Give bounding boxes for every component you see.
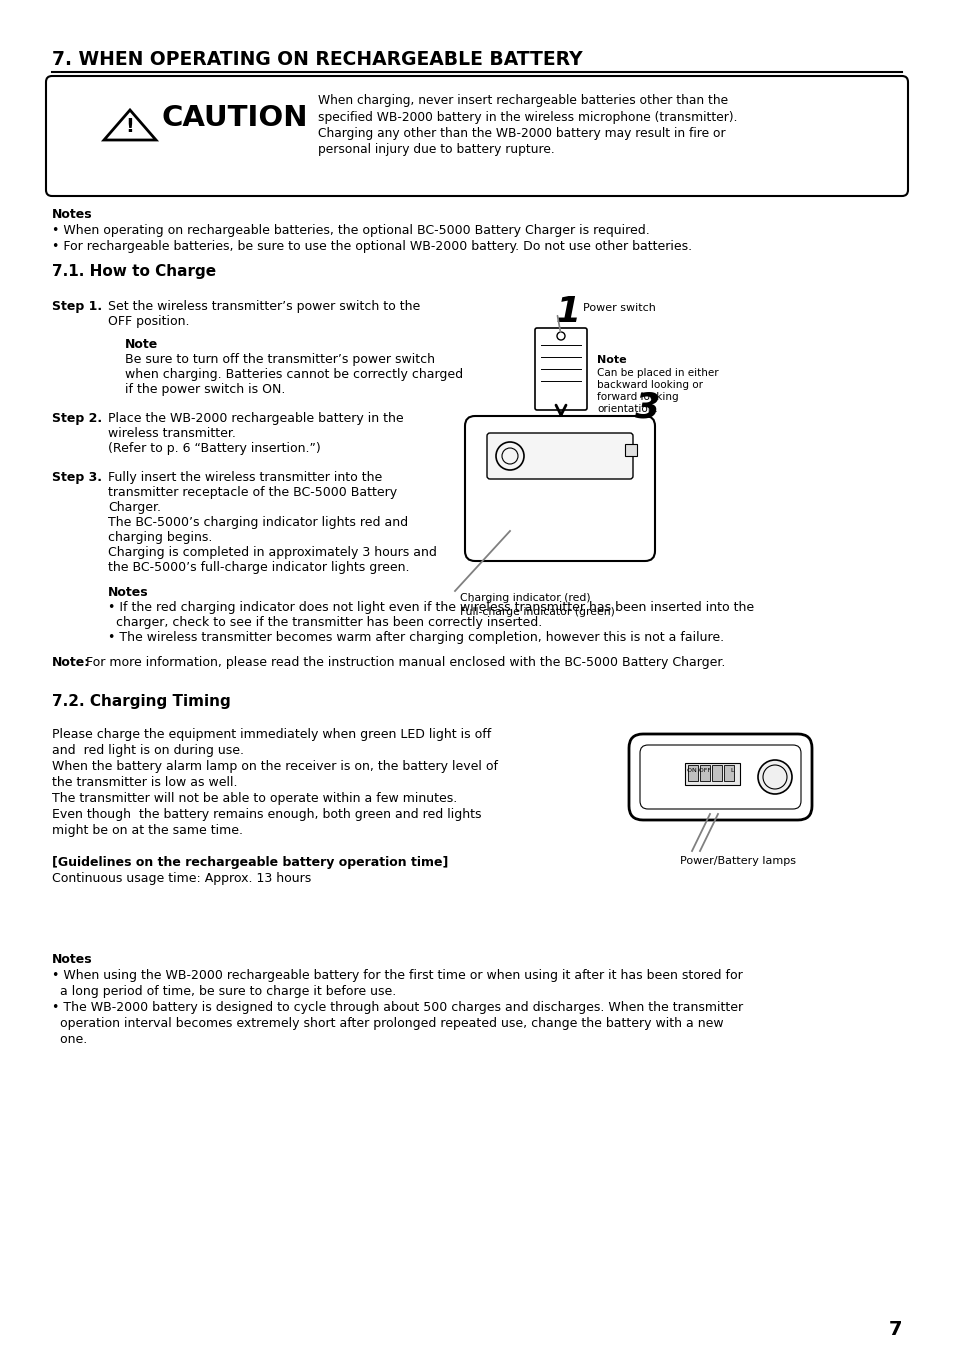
Text: orientation.: orientation. xyxy=(597,404,657,414)
Text: Power switch: Power switch xyxy=(582,303,655,314)
Text: Place the WB-2000 rechargeable battery in the: Place the WB-2000 rechargeable battery i… xyxy=(108,412,403,425)
Text: wireless transmitter.: wireless transmitter. xyxy=(108,427,235,439)
Text: 7.1. How to Charge: 7.1. How to Charge xyxy=(52,264,216,279)
Text: The BC-5000’s charging indicator lights red and: The BC-5000’s charging indicator lights … xyxy=(108,516,408,529)
Text: • For rechargeable batteries, be sure to use the optional WB-2000 battery. Do no: • For rechargeable batteries, be sure to… xyxy=(52,241,691,253)
Text: (Refer to p. 6 “Battery insertion.”): (Refer to p. 6 “Battery insertion.”) xyxy=(108,442,320,456)
Text: When charging, never insert rechargeable batteries other than the: When charging, never insert rechargeable… xyxy=(317,95,727,107)
Text: !: ! xyxy=(126,118,134,137)
Text: charging begins.: charging begins. xyxy=(108,531,213,544)
Text: Power/Battery lamps: Power/Battery lamps xyxy=(679,856,795,867)
Text: Step 3.: Step 3. xyxy=(52,470,102,484)
Text: one.: one. xyxy=(52,1033,87,1046)
Bar xyxy=(684,763,740,786)
Bar xyxy=(624,443,637,456)
Text: forward looking: forward looking xyxy=(597,392,678,402)
Text: Notes: Notes xyxy=(52,953,92,965)
Text: a long period of time, be sure to charge it before use.: a long period of time, be sure to charge… xyxy=(52,986,395,998)
Text: Notes: Notes xyxy=(52,208,92,220)
Text: CAUTION: CAUTION xyxy=(162,104,308,132)
Text: personal injury due to battery rupture.: personal injury due to battery rupture. xyxy=(317,143,554,157)
Text: charger, check to see if the transmitter has been correctly inserted.: charger, check to see if the transmitter… xyxy=(108,617,541,629)
Text: • If the red charging indicator does not light even if the wireless transmitter : • If the red charging indicator does not… xyxy=(108,602,753,614)
Text: Step 2.: Step 2. xyxy=(52,412,102,425)
Text: Please charge the equipment immediately when green LED light is off: Please charge the equipment immediately … xyxy=(52,727,491,741)
Circle shape xyxy=(758,760,791,794)
Text: Be sure to turn off the transmitter’s power switch: Be sure to turn off the transmitter’s po… xyxy=(125,353,435,366)
FancyBboxPatch shape xyxy=(628,734,811,821)
Text: when charging. Batteries cannot be correctly charged: when charging. Batteries cannot be corre… xyxy=(125,368,462,381)
Text: Can be placed in either: Can be placed in either xyxy=(597,368,718,379)
Text: backward looking or: backward looking or xyxy=(597,380,702,389)
Text: Even though  the battery remains enough, both green and red lights: Even though the battery remains enough, … xyxy=(52,808,481,821)
Text: Set the wireless transmitter’s power switch to the: Set the wireless transmitter’s power swi… xyxy=(108,300,420,314)
Text: • When using the WB-2000 rechargeable battery for the first time or when using i: • When using the WB-2000 rechargeable ba… xyxy=(52,969,742,982)
Text: OFF position.: OFF position. xyxy=(108,315,190,329)
Text: 7. WHEN OPERATING ON RECHARGEABLE BATTERY: 7. WHEN OPERATING ON RECHARGEABLE BATTER… xyxy=(52,50,582,69)
Text: and  red light is on during use.: and red light is on during use. xyxy=(52,744,244,757)
FancyBboxPatch shape xyxy=(639,745,801,808)
Text: if the power switch is ON.: if the power switch is ON. xyxy=(125,383,285,396)
Text: When the battery alarm lamp on the receiver is on, the battery level of: When the battery alarm lamp on the recei… xyxy=(52,760,497,773)
Text: ON OFF: ON OFF xyxy=(686,768,710,773)
Text: might be on at the same time.: might be on at the same time. xyxy=(52,823,243,837)
FancyBboxPatch shape xyxy=(535,329,586,410)
Text: Charger.: Charger. xyxy=(108,502,161,514)
FancyBboxPatch shape xyxy=(464,416,655,561)
Text: • The WB-2000 battery is designed to cycle through about 500 charges and dischar: • The WB-2000 battery is designed to cyc… xyxy=(52,1000,742,1014)
Text: • When operating on rechargeable batteries, the optional BC-5000 Battery Charger: • When operating on rechargeable batteri… xyxy=(52,224,649,237)
Text: For more information, please read the instruction manual enclosed with the BC-50: For more information, please read the in… xyxy=(82,656,724,669)
FancyBboxPatch shape xyxy=(46,76,907,196)
Bar xyxy=(711,765,721,781)
Text: • The wireless transmitter becomes warm after charging completion, however this : • The wireless transmitter becomes warm … xyxy=(108,631,723,644)
Text: The transmitter will not be able to operate within a few minutes.: The transmitter will not be able to oper… xyxy=(52,792,456,804)
Text: the BC-5000’s full-charge indicator lights green.: the BC-5000’s full-charge indicator ligh… xyxy=(108,561,409,575)
Text: specified WB-2000 battery in the wireless microphone (transmitter).: specified WB-2000 battery in the wireles… xyxy=(317,111,737,123)
Text: Note:: Note: xyxy=(52,656,91,669)
Text: Charging indicator (red): Charging indicator (red) xyxy=(459,594,590,603)
Text: Full-charge indicator (green): Full-charge indicator (green) xyxy=(459,607,615,617)
Text: Charging any other than the WB-2000 battery may result in fire or: Charging any other than the WB-2000 batt… xyxy=(317,127,725,141)
Text: 7.2. Charging Timing: 7.2. Charging Timing xyxy=(52,694,231,708)
Text: Note: Note xyxy=(125,338,158,352)
Text: Notes: Notes xyxy=(108,585,149,599)
Text: Step 1.: Step 1. xyxy=(52,300,102,314)
Text: [Guidelines on the rechargeable battery operation time]: [Guidelines on the rechargeable battery … xyxy=(52,856,448,869)
Text: the transmitter is low as well.: the transmitter is low as well. xyxy=(52,776,237,790)
FancyBboxPatch shape xyxy=(486,433,633,479)
Text: Fully insert the wireless transmitter into the: Fully insert the wireless transmitter in… xyxy=(108,470,382,484)
Bar xyxy=(700,765,709,781)
Bar xyxy=(687,765,698,781)
Bar xyxy=(723,765,733,781)
Text: operation interval becomes extremely short after prolonged repeated use, change : operation interval becomes extremely sho… xyxy=(52,1017,723,1030)
Text: Note: Note xyxy=(597,356,626,365)
Text: L: L xyxy=(729,768,733,773)
Text: transmitter receptacle of the BC-5000 Battery: transmitter receptacle of the BC-5000 Ba… xyxy=(108,485,396,499)
Text: 7: 7 xyxy=(887,1320,901,1338)
Text: Charging is completed in approximately 3 hours and: Charging is completed in approximately 3… xyxy=(108,546,436,558)
Text: 3: 3 xyxy=(635,391,659,425)
Text: Continuous usage time: Approx. 13 hours: Continuous usage time: Approx. 13 hours xyxy=(52,872,311,886)
Text: 1: 1 xyxy=(555,295,579,329)
